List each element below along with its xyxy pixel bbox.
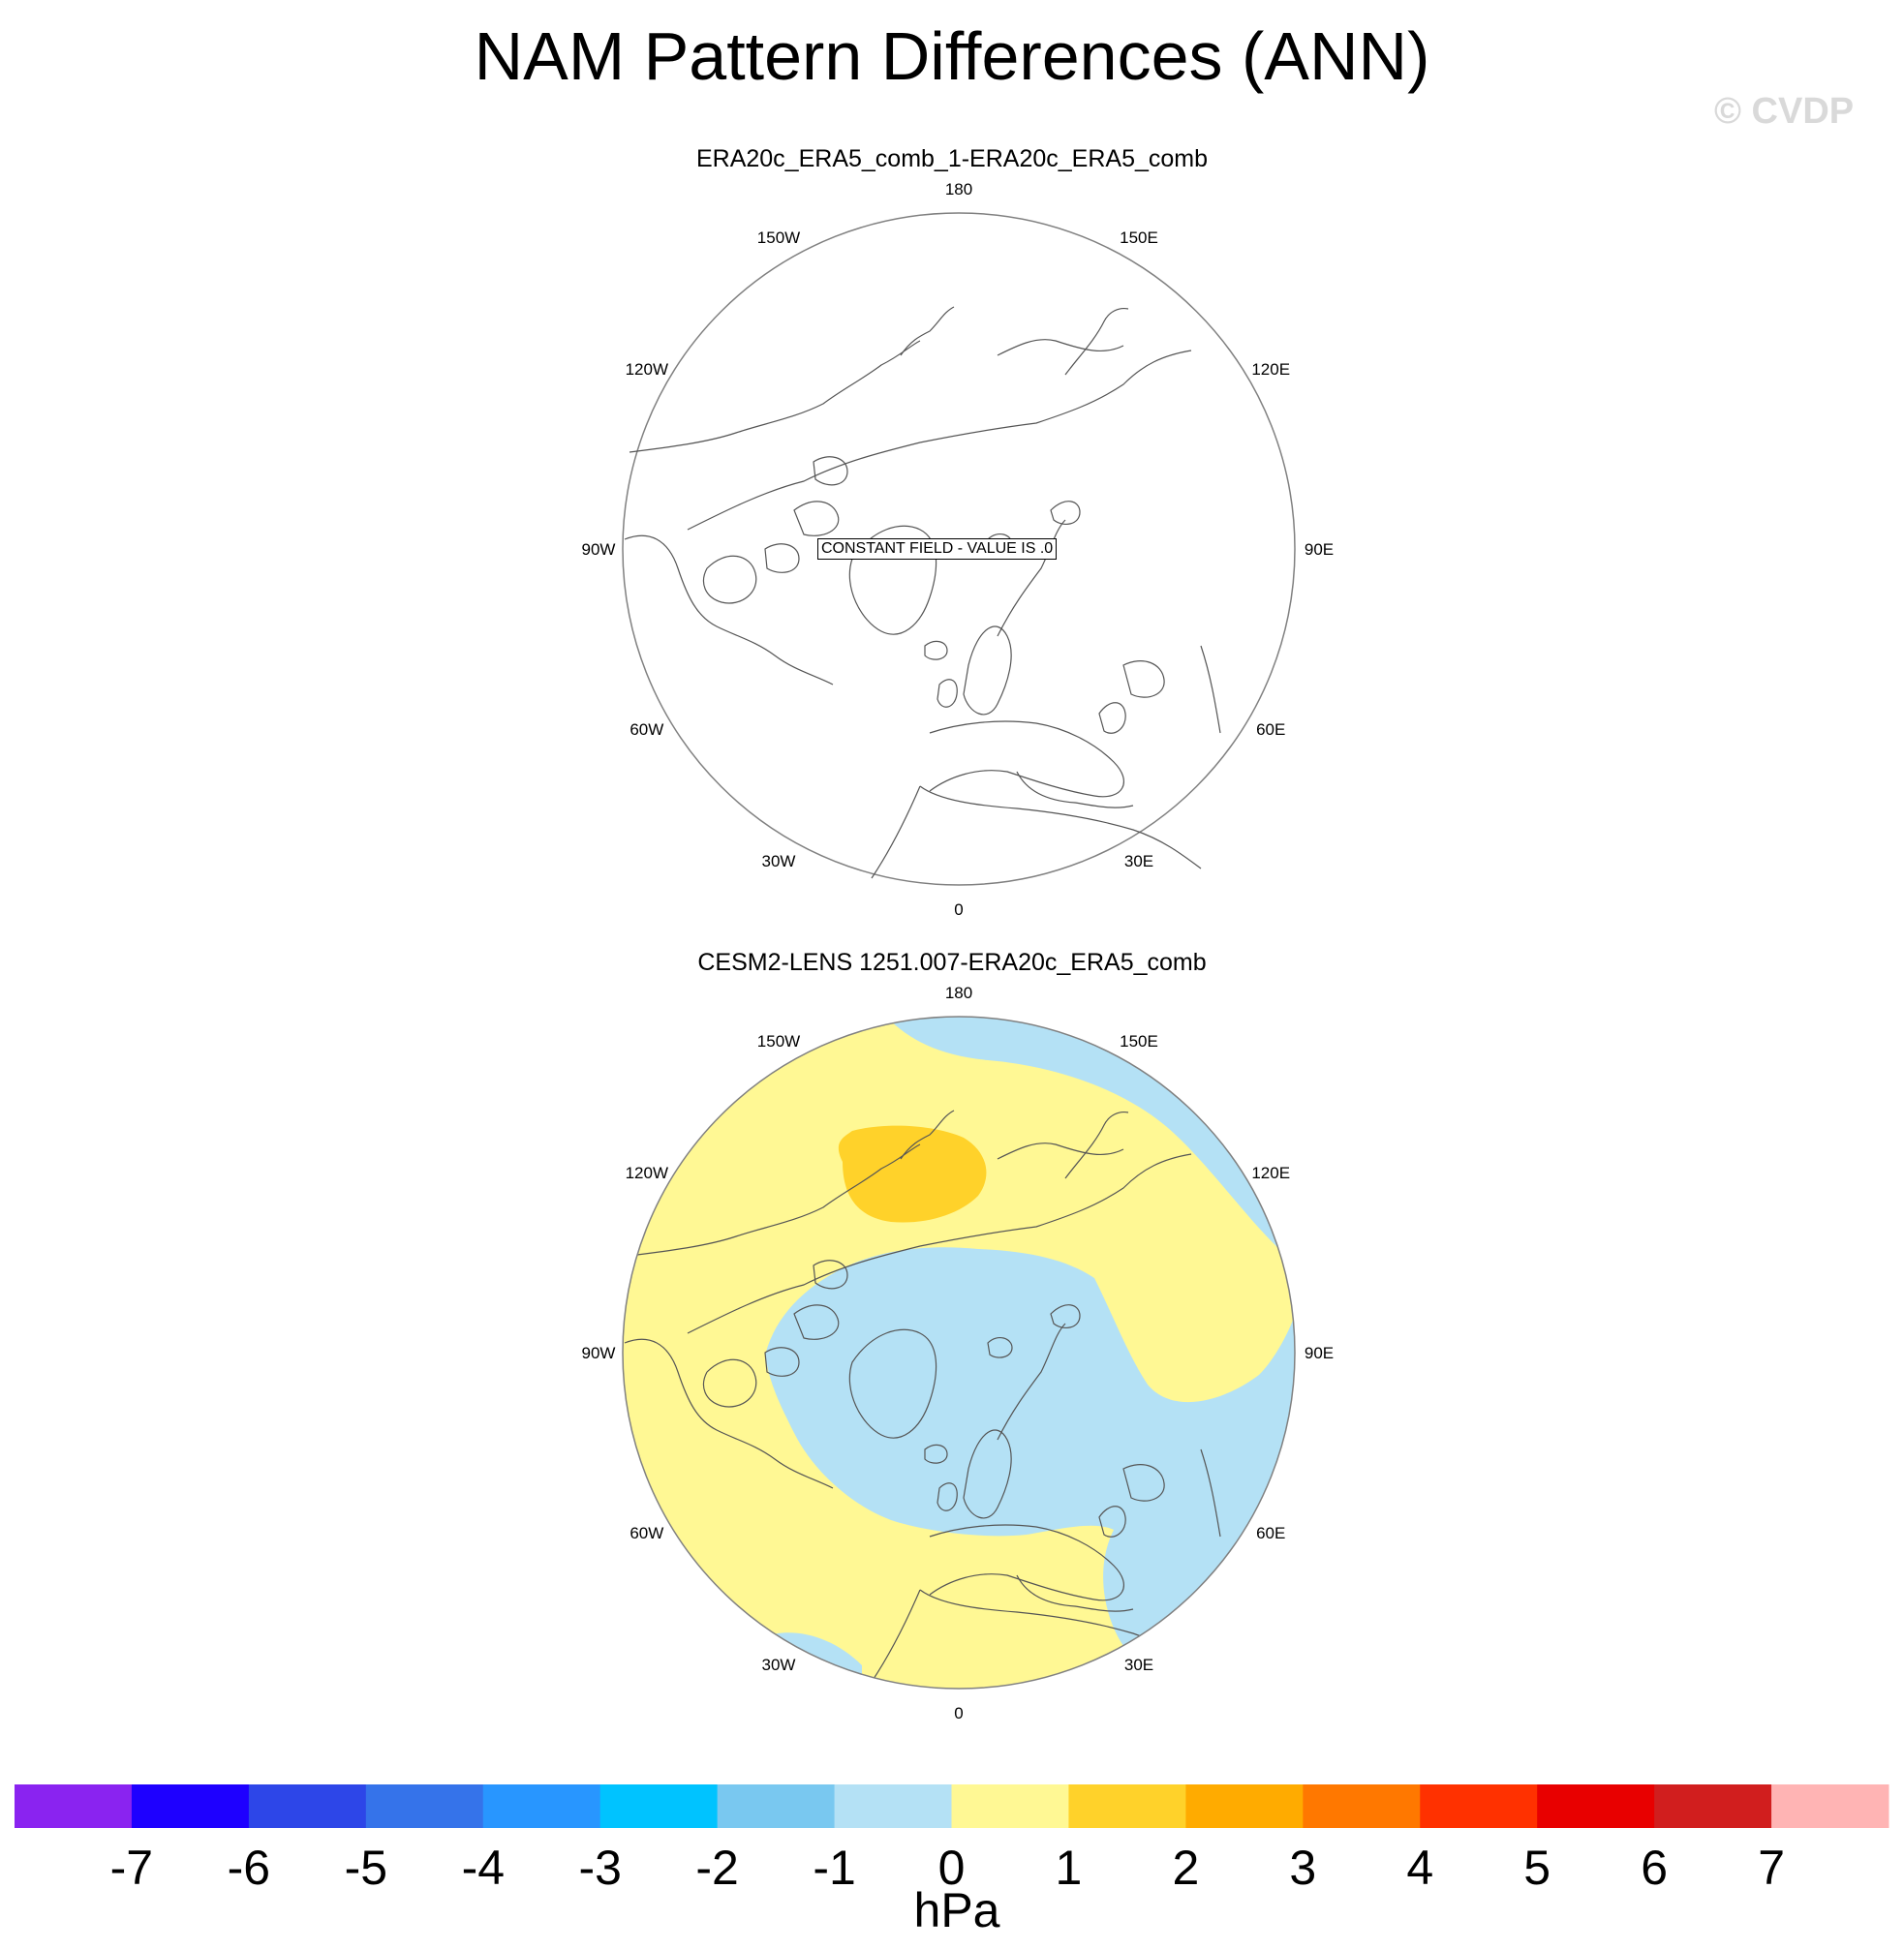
colorbar-tick-label: 7 (1758, 1841, 1785, 1895)
constant-field-annotation: CONSTANT FIELD - VALUE IS .0 (817, 538, 1058, 560)
map-2-border (622, 1016, 1296, 1690)
longitude-label: 60E (1256, 720, 1285, 739)
colorbar-swatch (599, 1784, 719, 1828)
longitude-label: 150W (757, 229, 800, 247)
longitude-label: 30W (762, 852, 796, 870)
colorbar-swatch (717, 1784, 836, 1828)
longitude-label: 0 (954, 1704, 963, 1722)
longitude-label: 150W (757, 1032, 800, 1051)
colorbar-swatch (1537, 1784, 1655, 1828)
colorbar-swatch (365, 1784, 484, 1828)
map-2-longitude-labels: 180 150E 120E 90E 60E 30E 0 30W 60W 90W 120W 150W (582, 984, 1335, 1722)
colorbar-swatch (482, 1784, 601, 1828)
longitude-label: 120E (1251, 360, 1290, 379)
colorbar-swatch (1303, 1784, 1421, 1828)
longitude-label: 90W (582, 1344, 616, 1362)
panel-2-title: CESM2-LENS 1251.007-ERA20c_ERA5_comb (697, 949, 1207, 976)
longitude-label: 60E (1256, 1524, 1285, 1542)
longitude-label: 30W (762, 1656, 796, 1674)
colorbar-swatch (131, 1784, 250, 1828)
colorbar-tick-label: -4 (462, 1841, 505, 1895)
longitude-label: 120E (1251, 1164, 1290, 1182)
colorbar-swatch (1068, 1784, 1186, 1828)
colorbar-tick-label: -3 (578, 1841, 621, 1895)
colorbar-swatch (951, 1784, 1069, 1828)
watermark: © CVDP (1714, 91, 1855, 132)
colorbar-swatch (1420, 1784, 1538, 1828)
longitude-label: 180 (945, 984, 972, 1002)
colorbar-tick-label: 2 (1172, 1841, 1199, 1895)
colorbar-tick-label: -6 (228, 1841, 270, 1895)
colorbar-tick-label: 3 (1289, 1841, 1316, 1895)
colorbar-tick-label: -7 (110, 1841, 153, 1895)
colorbar-swatch (834, 1784, 952, 1828)
colorbar-tick-label: 1 (1055, 1841, 1082, 1895)
region-positive-1-2 (838, 1125, 987, 1223)
longitude-label: 60W (630, 720, 663, 739)
longitude-label: 90W (582, 540, 616, 559)
longitude-label: 150E (1120, 229, 1158, 247)
colorbar-swatch (248, 1784, 367, 1828)
colorbar-swatch (1654, 1784, 1772, 1828)
figure-title: NAM Pattern Differences (ANN) (474, 18, 1430, 94)
colorbar-swatch (1771, 1784, 1889, 1828)
longitude-label: 60W (630, 1524, 663, 1542)
longitude-label: 90E (1305, 1344, 1334, 1362)
longitude-label: 120W (626, 1164, 668, 1182)
colorbar-swatch (15, 1784, 133, 1828)
colorbar-tick-label: -5 (345, 1841, 387, 1895)
colorbar-unit: hPa (914, 1883, 1000, 1937)
longitude-label: 150E (1120, 1032, 1158, 1051)
region-negative-arctic (765, 1247, 1295, 1654)
longitude-label: 90E (1305, 540, 1334, 559)
colorbar-tick-label: -2 (695, 1841, 738, 1895)
longitude-label: 120W (626, 360, 668, 379)
colorbar-tick-label: 4 (1406, 1841, 1433, 1895)
longitude-label: 180 (945, 180, 972, 198)
longitude-label: 30E (1124, 852, 1153, 870)
longitude-label: 0 (954, 900, 963, 919)
colorbar: -7 -6 -5 -4 -3 -2 -1 0 1 2 3 4 5 6 7 (15, 1784, 1889, 1895)
longitude-label: 30E (1124, 1656, 1153, 1674)
panel-1-title: ERA20c_ERA5_comb_1-ERA20c_ERA5_comb (695, 145, 1209, 172)
map-1-longitude-labels: 180 150E 120E 90E 60E 30E 0 30W 60W 90W 120W 150W (582, 180, 1335, 919)
colorbar-tick-label: -1 (813, 1841, 855, 1895)
colorbar-tick-label: 0 (938, 1841, 966, 1895)
colorbar-tick-label: 6 (1641, 1841, 1668, 1895)
map-panel-2: 180 150E 120E 90E 60E 30E 0 30W 60W 90W 120W 150W (582, 984, 1335, 1722)
colorbar-swatch (1185, 1784, 1304, 1828)
colorbar-tick-label: 5 (1523, 1841, 1551, 1895)
